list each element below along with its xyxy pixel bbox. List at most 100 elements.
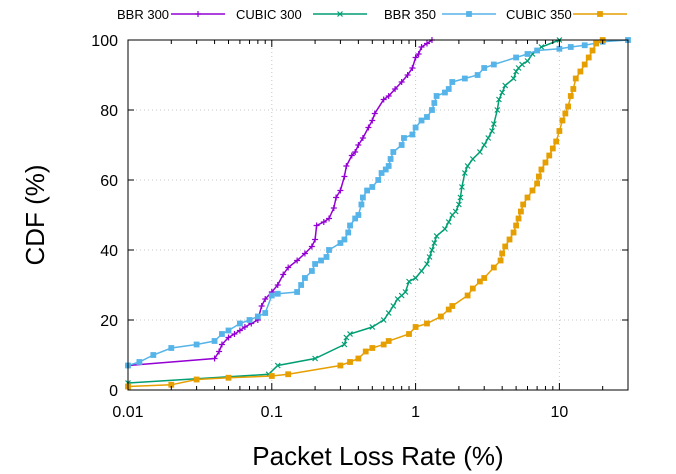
data-point: [469, 156, 476, 162]
data-point: [358, 201, 365, 208]
data-point: [326, 215, 333, 222]
data-point: [520, 201, 527, 208]
data-point: [285, 264, 292, 271]
data-point: [274, 290, 281, 297]
series-bbr-300: [125, 37, 435, 369]
data-point: [380, 341, 387, 348]
series-cubic-350: [125, 37, 606, 390]
data-point: [375, 177, 382, 183]
data-point: [371, 110, 378, 117]
data-point: [455, 201, 462, 208]
x-tick-label: 1: [411, 404, 420, 421]
data-point: [241, 324, 248, 330]
data-point: [280, 271, 287, 278]
data-point: [459, 184, 465, 190]
data-point: [559, 117, 566, 124]
data-point: [369, 117, 376, 124]
data-point: [502, 243, 509, 250]
data-point: [442, 89, 448, 96]
series-line: [127, 39, 433, 367]
data-point: [510, 75, 517, 82]
data-point: [412, 324, 419, 330]
data-point: [418, 117, 425, 124]
data-point: [401, 135, 407, 141]
x-tick-label: 0.01: [112, 404, 143, 421]
data-point: [236, 327, 243, 334]
data-point: [398, 142, 405, 148]
data-point: [457, 194, 464, 201]
data-point: [359, 135, 366, 141]
data-point: [529, 187, 536, 194]
data-point: [502, 82, 509, 89]
data-point: [412, 124, 419, 131]
data-point: [481, 275, 488, 281]
legend-label: CUBIC 300: [236, 7, 302, 22]
data-point: [445, 219, 452, 225]
data-point: [365, 124, 372, 131]
series-bbr-350: [125, 37, 631, 369]
data-point: [474, 72, 481, 78]
data-point: [431, 100, 438, 106]
data-point: [369, 345, 376, 351]
data-point: [313, 222, 320, 229]
data-point: [382, 166, 389, 173]
data-point: [337, 187, 344, 194]
data-point: [429, 247, 435, 253]
data-point: [274, 362, 281, 369]
data-point: [246, 317, 253, 323]
data-point: [352, 215, 359, 222]
data-point: [218, 341, 225, 348]
data-point: [225, 327, 232, 334]
data-point: [593, 40, 599, 47]
data-point: [320, 219, 327, 225]
legend-label: BBR 350: [384, 7, 436, 22]
legend-label: CUBIC 350: [506, 7, 572, 22]
data-point: [302, 275, 308, 281]
data-point: [412, 54, 419, 61]
data-point: [274, 282, 281, 288]
data-point: [499, 89, 506, 96]
data-point: [406, 278, 412, 285]
data-point: [402, 289, 409, 295]
y-tick-label: 0: [109, 383, 118, 400]
data-point: [553, 138, 560, 145]
data-point: [481, 142, 488, 148]
data-point: [369, 324, 376, 330]
data-point: [136, 359, 143, 365]
data-point: [231, 331, 238, 337]
data-point: [513, 222, 520, 229]
data-point: [385, 310, 392, 316]
data-point: [312, 355, 319, 362]
data-point: [589, 47, 596, 54]
data-point: [298, 282, 305, 288]
legend-item: CUBIC 350: [506, 7, 627, 22]
data-point: [524, 194, 531, 201]
data-point: [380, 96, 387, 103]
data-point: [418, 268, 425, 274]
data-point: [577, 68, 584, 75]
data-point: [449, 303, 456, 309]
data-point: [581, 61, 588, 68]
y-tick-label: 20: [100, 313, 118, 330]
data-point: [337, 362, 344, 369]
data-point: [369, 184, 376, 190]
data-point: [312, 261, 318, 267]
series-layer: [125, 37, 631, 390]
data-point: [556, 128, 563, 134]
data-point: [585, 54, 592, 61]
data-point: [518, 208, 524, 215]
data-point: [464, 292, 471, 299]
data-point: [524, 51, 531, 57]
data-point: [301, 250, 308, 257]
data-point: [426, 254, 433, 260]
data-point: [442, 226, 448, 232]
series-line: [127, 39, 604, 388]
y-tick-label: 100: [91, 33, 118, 50]
data-point: [323, 254, 330, 260]
data-point: [489, 128, 495, 134]
data-point: [352, 149, 359, 155]
y-axis-title: CDF (%): [20, 164, 50, 265]
data-point: [294, 289, 301, 295]
y-tick-label: 80: [100, 103, 118, 120]
